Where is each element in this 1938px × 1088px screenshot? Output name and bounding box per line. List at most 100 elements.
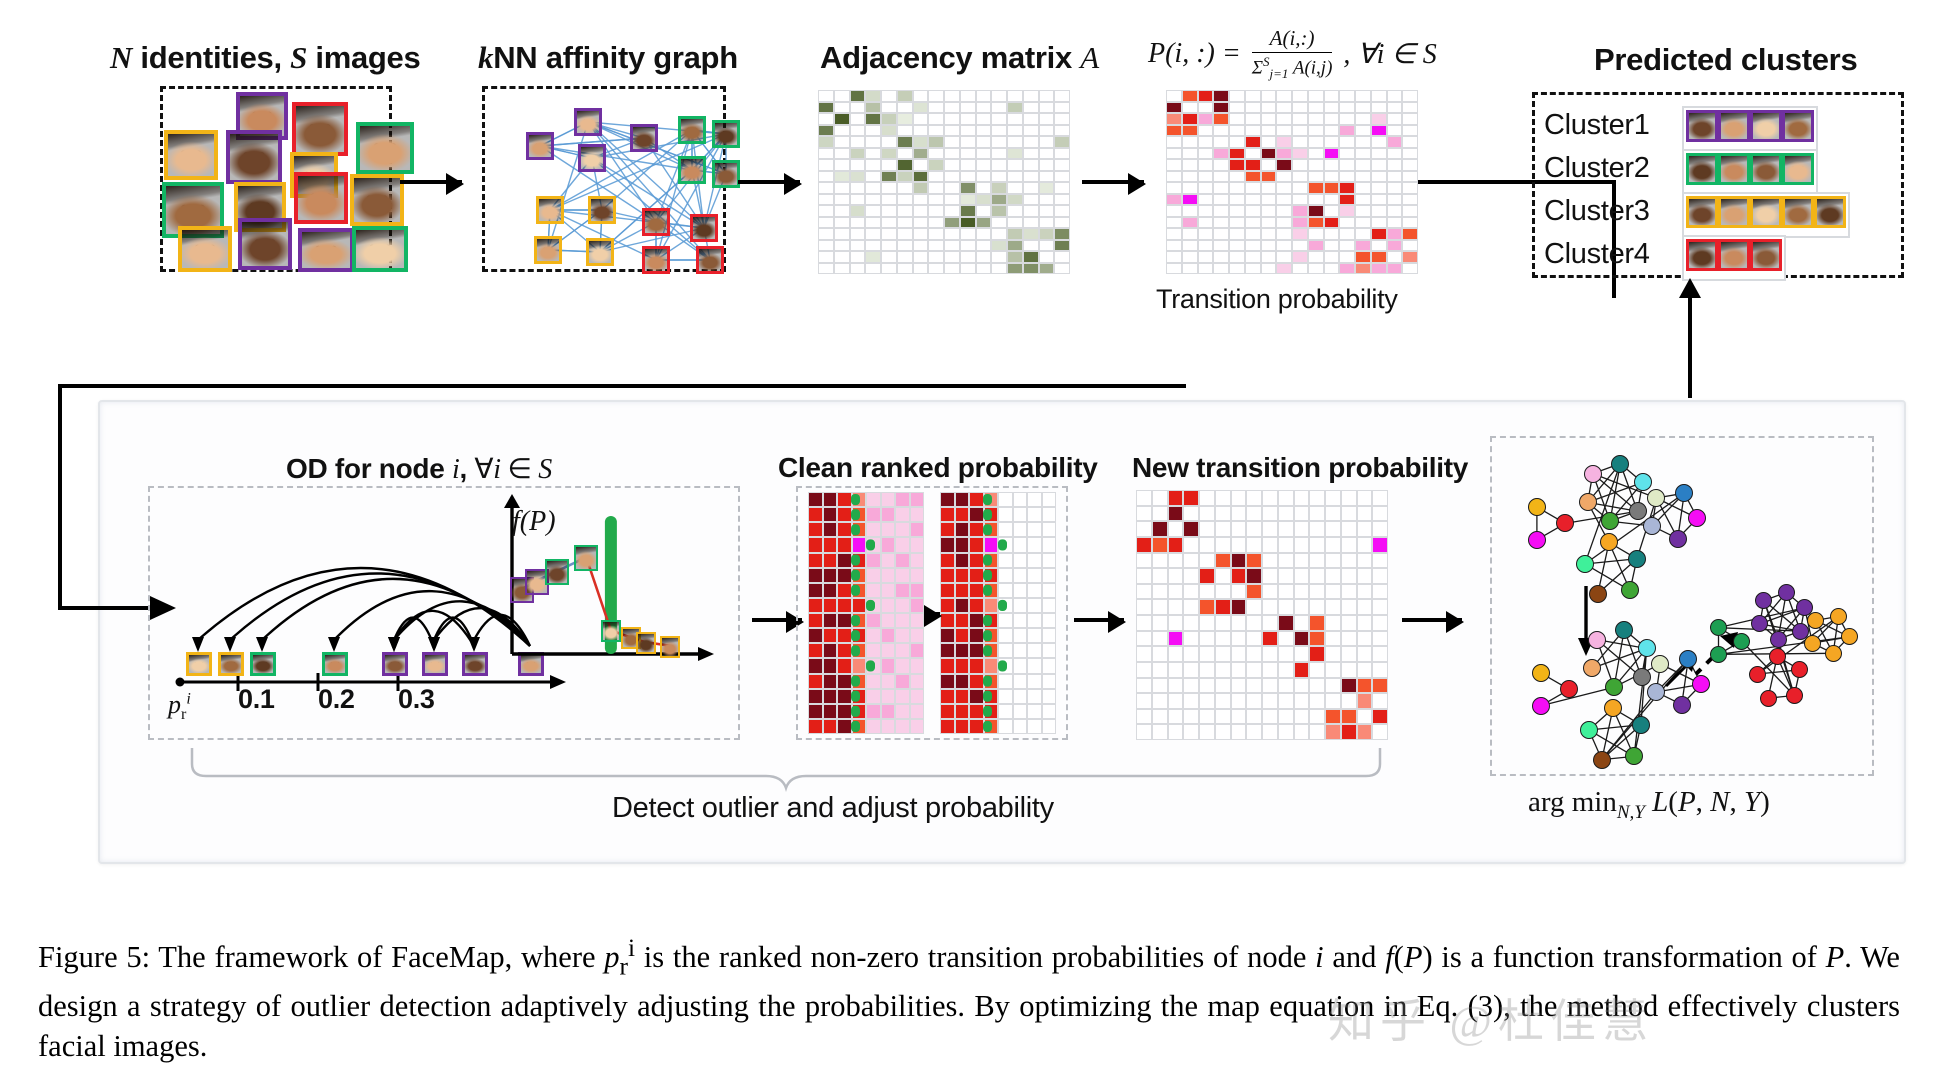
- matrix-cell: [975, 216, 992, 228]
- matrix-cell: [808, 628, 823, 644]
- matrix-cell: [928, 216, 944, 228]
- graph-node: [1633, 473, 1652, 492]
- matrix-cell: [909, 673, 924, 689]
- matrix-cell: [1038, 182, 1055, 194]
- matrix-cell: [1262, 661, 1278, 678]
- matrix-cell: [1197, 205, 1214, 217]
- matrix-cell: [896, 262, 913, 274]
- matrix-cell: [1229, 228, 1245, 240]
- arrow-input-to-knn: [400, 173, 464, 195]
- matrix-cell: [1038, 262, 1055, 274]
- matrix-cell: [1260, 182, 1277, 194]
- od-axis-label: pri: [168, 690, 191, 724]
- face-thumbnail: [600, 620, 621, 643]
- matrix-cell: [833, 251, 850, 263]
- matrix-cell: [1355, 228, 1371, 240]
- matrix-cell: [880, 597, 895, 613]
- matrix-cell: [1038, 216, 1055, 228]
- matrix-cell: [1402, 159, 1418, 171]
- od-arc-diagram: [175, 566, 566, 691]
- matrix-cell: [912, 205, 929, 217]
- matrix-cell: [1309, 490, 1325, 506]
- matrix-cell: [1181, 239, 1198, 251]
- od-tick-0: 0.1: [238, 684, 275, 714]
- graph-node: [1749, 665, 1767, 683]
- matrix-cell: [1340, 630, 1357, 647]
- matrix-cell: [1214, 568, 1231, 584]
- matrix-cell: [881, 147, 897, 159]
- matrix-cell: [1230, 536, 1247, 553]
- matrix-cell: [818, 113, 834, 125]
- matrix-cell: [895, 552, 910, 568]
- matrix-cell: [1277, 693, 1294, 709]
- matrix-cell: [1054, 251, 1070, 263]
- matrix-cell: [940, 567, 955, 583]
- adjacency-matrix: [818, 90, 1070, 274]
- matrix-cell: [865, 159, 881, 171]
- matrix-cell: [1166, 251, 1182, 263]
- matrix-cell: [1293, 599, 1310, 615]
- matrix-cell: [944, 216, 960, 228]
- arrow-new-transition-to-optimize: [1402, 611, 1464, 633]
- matrix-cell: [881, 216, 897, 228]
- adjacency-panel-title: Adjacency matrix A: [820, 40, 1099, 75]
- matrix-cell: [896, 170, 913, 182]
- matrix-cell: [866, 567, 881, 583]
- matrix-cell: [1022, 182, 1039, 194]
- matrix-cell: [895, 582, 910, 598]
- matrix-cell: [896, 182, 913, 194]
- matrix-cell: [1339, 113, 1355, 125]
- graph-node: [1679, 650, 1698, 669]
- matrix-cell: [1181, 113, 1198, 125]
- matrix-cell: [808, 522, 823, 538]
- matrix-cell: [1214, 521, 1231, 537]
- matrix-cell: [928, 251, 944, 263]
- matrix-cell: [818, 90, 834, 102]
- matrix-cell: [1166, 239, 1182, 251]
- matrix-cell: [1007, 251, 1023, 263]
- matrix-cell: [866, 688, 881, 704]
- face-thumbnail: [352, 226, 408, 272]
- matrix-cell: [1402, 101, 1418, 113]
- face-thumbnail: [294, 172, 348, 224]
- matrix-cell: [1260, 205, 1277, 217]
- matrix-cell: [1323, 101, 1340, 113]
- matrix-cell: [954, 537, 969, 553]
- matrix-cell: [1181, 205, 1198, 217]
- matrix-cell: [1229, 251, 1245, 263]
- matrix-cell: [1244, 170, 1261, 182]
- matrix-cell: [1213, 124, 1229, 136]
- matrix-cell: [975, 239, 992, 251]
- matrix-cell: [1214, 599, 1231, 615]
- matrix-cell: [881, 193, 897, 205]
- matrix-cell: [1038, 124, 1055, 136]
- matrix-cell: [1339, 182, 1355, 194]
- matrix-cell: [1027, 688, 1042, 704]
- matrix-cell: [1213, 205, 1229, 217]
- matrix-cell: [1370, 228, 1387, 240]
- matrix-cell: [1181, 216, 1198, 228]
- matrix-cell: [912, 124, 929, 136]
- matrix-cell: [1277, 505, 1294, 522]
- matrix-cell: [1183, 661, 1199, 678]
- transition-probability-caption: Transition probability: [1156, 284, 1398, 314]
- matrix-cell: [808, 718, 823, 734]
- matrix-cell: [1229, 90, 1245, 102]
- matrix-cell: [896, 193, 913, 205]
- matrix-cell: [1340, 536, 1357, 553]
- matrix-cell: [928, 147, 944, 159]
- matrix-cell: [808, 597, 823, 613]
- matrix-cell: [837, 597, 852, 613]
- matrix-cell: [1012, 643, 1027, 659]
- matrix-cell: [1293, 646, 1310, 662]
- face-thumbnail: [696, 246, 724, 274]
- face-thumbnail: [635, 632, 656, 655]
- matrix-cell: [1246, 521, 1262, 537]
- matrix-cell: [1386, 228, 1403, 240]
- matrix-cell: [866, 718, 881, 734]
- matrix-cell: [1027, 552, 1042, 568]
- matrix-cell: [1181, 90, 1198, 102]
- matrix-cell: [818, 136, 834, 148]
- matrix-cell: [1197, 147, 1214, 159]
- matrix-cell: [975, 136, 992, 148]
